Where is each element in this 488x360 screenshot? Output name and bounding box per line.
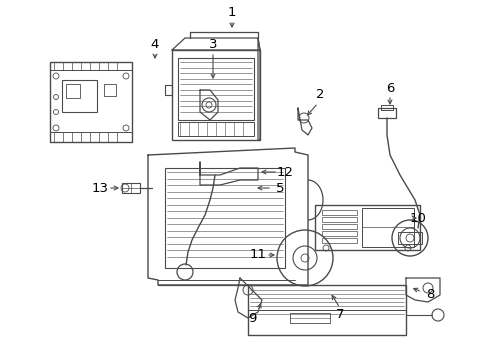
Bar	[66, 84, 80, 98]
Bar	[321, 224, 356, 229]
Bar	[321, 217, 356, 222]
Bar	[314, 205, 419, 250]
Bar	[122, 183, 140, 193]
Bar	[50, 62, 132, 70]
Text: 2: 2	[315, 89, 324, 102]
Text: 12: 12	[276, 166, 293, 179]
Bar	[397, 232, 421, 244]
Bar	[377, 108, 395, 118]
Bar	[178, 122, 253, 136]
Bar	[247, 285, 405, 335]
Bar	[104, 84, 116, 96]
Bar	[172, 50, 260, 140]
Text: 4: 4	[150, 39, 159, 51]
Text: 6: 6	[385, 81, 393, 94]
Text: 3: 3	[208, 39, 217, 51]
Bar	[321, 210, 356, 215]
Text: 7: 7	[335, 309, 344, 321]
Text: 10: 10	[409, 211, 426, 225]
Text: 1: 1	[227, 5, 236, 18]
Bar	[62, 80, 97, 112]
Text: 9: 9	[247, 311, 256, 324]
Bar	[289, 313, 329, 323]
Bar	[164, 168, 285, 268]
Text: 11: 11	[249, 248, 266, 261]
Bar	[380, 105, 392, 110]
Bar	[178, 58, 253, 120]
Bar	[361, 208, 413, 247]
Text: 8: 8	[425, 288, 433, 302]
Text: 13: 13	[91, 181, 108, 194]
Bar	[50, 62, 132, 142]
Bar	[321, 238, 356, 243]
Bar	[50, 132, 132, 142]
Text: 5: 5	[275, 181, 284, 194]
Bar	[321, 231, 356, 236]
